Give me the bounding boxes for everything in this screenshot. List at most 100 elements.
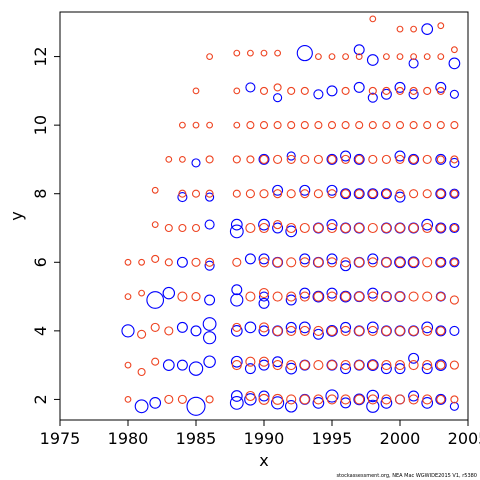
residual-point-negative [273,83,282,92]
residual-point-negative [300,154,310,164]
residual-point-negative [326,222,338,234]
residual-point-positive [230,355,243,368]
residual-point-negative [272,291,283,302]
residual-point-negative [408,222,419,234]
residual-point-positive [146,291,165,309]
residual-point-positive [326,184,338,196]
residual-point-positive [205,192,215,202]
residual-point-negative [436,257,446,267]
residual-point-positive [204,260,215,271]
residual-point-positive [258,325,270,337]
y-tick-label: 4 [31,326,50,336]
residual-point-positive [285,294,297,306]
residual-point-negative [286,189,296,199]
residual-point-negative [300,86,309,95]
points-layer [121,15,461,416]
residual-point-negative [164,394,174,404]
residual-point-positive [448,57,461,70]
residual-point-negative [273,121,282,130]
residual-point-negative [381,222,392,234]
residual-point-negative [408,257,419,268]
residual-point-positive [258,218,270,231]
residual-point-negative [341,86,350,95]
residual-point-negative [274,49,281,57]
residual-point-positive [203,355,216,368]
residual-point-negative [326,360,338,371]
residual-point-negative [396,25,404,33]
residual-point-positive [312,397,325,409]
residual-point-negative [258,222,270,234]
residual-point-negative [138,258,145,266]
residual-point-negative [410,53,417,60]
residual-point-positive [296,45,313,62]
residual-point-negative [205,155,214,164]
residual-point-negative [245,222,256,234]
residual-point-negative [314,53,322,60]
residual-point-negative [354,291,365,302]
residual-point-positive [435,81,447,93]
residual-point-negative [408,394,419,405]
residual-point-positive [353,44,365,56]
residual-point-positive [408,153,420,165]
residual-point-positive [186,396,206,416]
residual-point-positive [299,253,311,265]
residual-point-negative [408,360,419,371]
residual-point-positive [421,23,434,35]
residual-point-negative [258,356,270,367]
residual-point-positive [244,393,257,406]
residual-point-negative [299,291,310,302]
residual-point-negative [300,189,310,199]
x-tick-label: 1985 [176,429,217,448]
residual-point-positive [203,331,217,345]
residual-point-positive [449,89,459,99]
residual-point-negative [191,292,201,302]
residual-point-negative [313,189,323,199]
residual-point-negative [341,154,351,164]
residual-point-negative [436,86,445,95]
residual-point-negative [233,49,241,57]
residual-point-negative [436,360,446,370]
residual-point-negative [367,257,378,268]
residual-point-negative [368,86,377,95]
residual-point-positive [258,153,270,165]
residual-point-negative [206,121,213,129]
residual-point-negative [449,295,459,305]
residual-point-positive [244,321,257,334]
residual-point-positive [366,321,379,334]
residual-point-positive [339,290,352,303]
residual-point-negative [395,154,405,164]
residual-point-negative [354,325,365,336]
x-axis-title: x [259,451,268,470]
residual-point-negative [394,257,406,268]
residual-point-negative [272,360,283,371]
residual-point-negative [137,329,147,339]
residual-point-negative [178,189,187,198]
footer-credit: stockassessment.org, NEA Mac WGWIDE2015 … [336,473,477,479]
residual-point-positive [367,287,379,299]
residual-point-negative [382,121,391,130]
residual-point-positive [435,256,447,268]
residual-point-positive [285,321,297,333]
residual-point-negative [245,390,256,402]
residual-point-negative [259,154,269,164]
residual-point-negative [205,395,214,404]
residual-point-positive [367,253,379,265]
residual-point-positive [449,257,460,268]
residual-point-positive [421,321,434,334]
residual-point-negative [151,221,159,228]
residual-point-positive [326,85,338,97]
residual-point-negative [245,356,256,367]
residual-point-negative [258,257,270,268]
residual-point-negative [177,394,187,404]
residual-point-negative [341,189,351,199]
x-tick-label: 1990 [244,429,285,448]
residual-point-positive [162,359,175,371]
residual-point-negative [299,325,310,336]
residual-point-negative [327,154,337,164]
residual-point-positive [298,321,311,334]
residual-point-negative [191,223,201,233]
residual-point-negative [299,394,310,405]
residual-point-negative [381,360,392,371]
residual-point-negative [354,360,365,371]
residual-point-negative [354,154,364,164]
